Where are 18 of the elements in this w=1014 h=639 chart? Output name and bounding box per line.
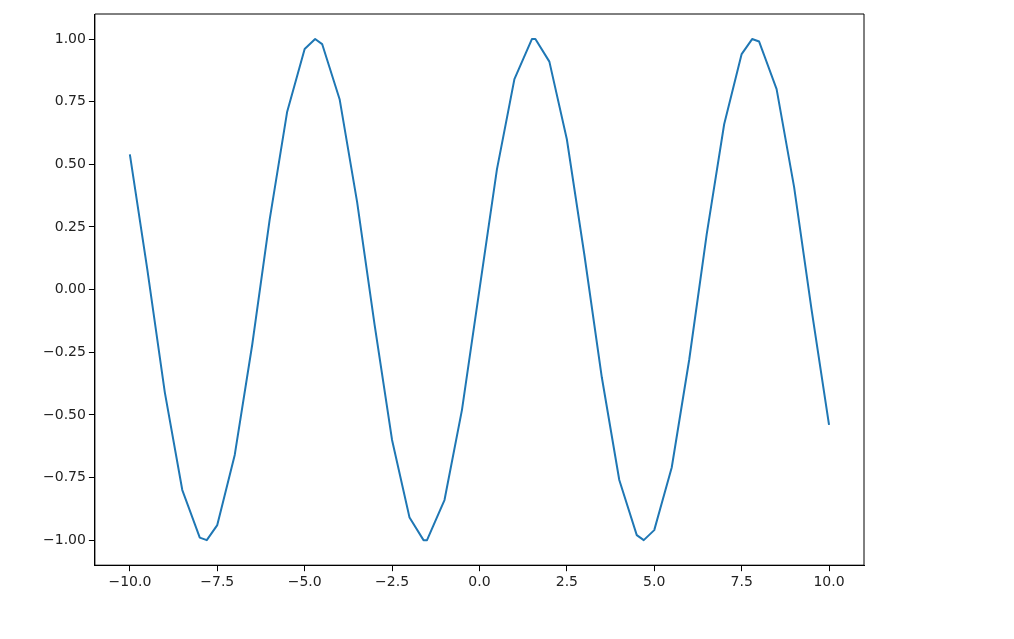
y-tick-label: 1.00 bbox=[54, 29, 86, 46]
y-tick-label: 0.00 bbox=[54, 280, 86, 297]
y-tick-label: 0.25 bbox=[54, 217, 86, 234]
x-tick-label: 7.5 bbox=[730, 573, 753, 590]
x-tick-label: 2.5 bbox=[555, 573, 578, 590]
y-tick-label: −0.50 bbox=[43, 405, 86, 422]
x-tick-label: −2.5 bbox=[375, 573, 410, 590]
y-tick-label: 0.50 bbox=[54, 154, 86, 171]
x-tick-label: 5.0 bbox=[643, 573, 666, 590]
y-tick-label: −1.00 bbox=[43, 530, 86, 547]
y-tick-label: 0.75 bbox=[54, 92, 86, 109]
x-tick-label: −5.0 bbox=[287, 573, 322, 590]
y-tick-label: −0.25 bbox=[43, 342, 86, 359]
x-tick-label: 0.0 bbox=[468, 573, 491, 590]
x-tick-label: −7.5 bbox=[200, 573, 235, 590]
x-tick-label: 10.0 bbox=[813, 573, 845, 590]
y-tick-label: −0.75 bbox=[43, 468, 86, 485]
x-tick-label: −10.0 bbox=[108, 573, 152, 590]
